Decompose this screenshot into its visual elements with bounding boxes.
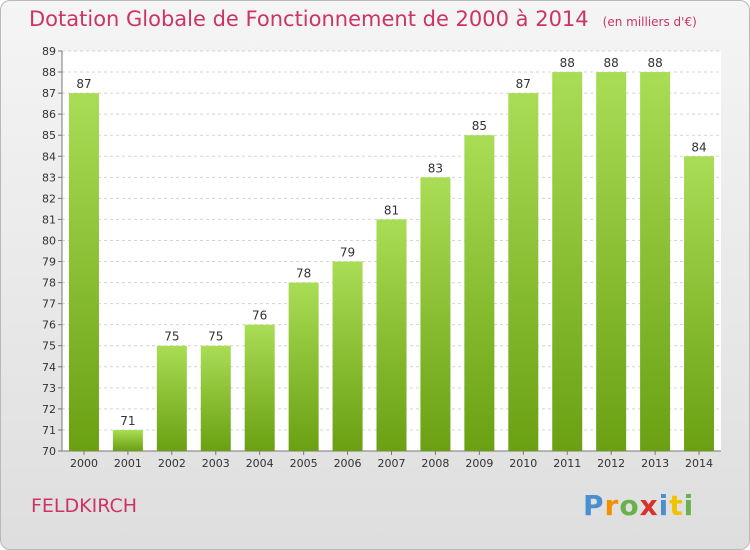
logo-letter: x (639, 489, 659, 522)
y-tick-label: 81 (42, 213, 56, 226)
proxiti-logo: Proxiti (583, 489, 694, 522)
y-tick-label: 84 (42, 150, 56, 163)
x-tick-label: 2009 (465, 457, 493, 470)
logo-letter: t (669, 489, 684, 522)
x-tick-label: 2012 (597, 457, 625, 470)
data-label: 84 (691, 140, 706, 154)
data-label: 79 (340, 246, 355, 260)
y-tick-label: 88 (42, 66, 56, 79)
y-tick-label: 74 (42, 361, 56, 374)
data-label: 81 (384, 203, 399, 217)
logo-letter: P (583, 489, 605, 522)
bar (464, 135, 495, 452)
x-tick-label: 2014 (685, 457, 713, 470)
bar (684, 156, 715, 451)
y-tick-label: 73 (42, 382, 56, 395)
logo-letter: o (619, 489, 640, 522)
x-tick-label: 2000 (70, 457, 98, 470)
chart-title: Dotation Globale de Fonctionnement de 20… (29, 7, 697, 31)
bar (112, 429, 143, 451)
y-tick-label: 79 (42, 256, 56, 269)
bar (508, 93, 539, 452)
bar (244, 324, 275, 451)
y-tick-label: 71 (42, 424, 56, 437)
x-tick-label: 2007 (378, 457, 406, 470)
data-label: 75 (208, 330, 223, 344)
bar (200, 345, 231, 451)
bar (156, 345, 187, 451)
y-tick-label: 83 (42, 171, 56, 184)
data-label: 87 (516, 77, 531, 91)
y-tick-label: 85 (42, 129, 56, 142)
data-label: 88 (647, 56, 662, 70)
data-label: 76 (252, 309, 267, 323)
y-tick-label: 87 (42, 87, 56, 100)
logo-letter: r (604, 489, 620, 522)
logo-letter: i (683, 489, 695, 522)
y-tick-label: 82 (42, 192, 56, 205)
bar (596, 72, 627, 451)
unit-note: (en milliers d'€) (602, 15, 697, 29)
data-label: 88 (604, 56, 619, 70)
y-tick-label: 86 (42, 108, 56, 121)
x-tick-label: 2013 (641, 457, 669, 470)
x-tick-label: 2002 (158, 457, 186, 470)
data-label: 88 (560, 56, 575, 70)
y-tick-label: 76 (42, 319, 56, 332)
bar (640, 72, 671, 451)
y-tick-label: 77 (42, 298, 56, 311)
y-tick-label: 72 (42, 403, 56, 416)
data-label: 78 (296, 267, 311, 281)
y-tick-label: 78 (42, 277, 56, 290)
bar (288, 282, 319, 451)
data-label: 75 (164, 330, 179, 344)
commune-name: FELDKIRCH (31, 495, 138, 517)
x-tick-label: 2010 (509, 457, 537, 470)
y-tick-label: 80 (42, 234, 56, 247)
x-tick-label: 2004 (246, 457, 274, 470)
x-tick-label: 2011 (553, 457, 581, 470)
bar (420, 177, 451, 451)
y-tick-label: 89 (42, 45, 56, 58)
bar (376, 219, 407, 451)
y-tick-label: 70 (42, 445, 56, 458)
data-label: 85 (472, 119, 487, 133)
x-tick-label: 2006 (334, 457, 362, 470)
bar (332, 261, 363, 451)
bar (68, 93, 99, 452)
bar (552, 72, 583, 451)
x-tick-label: 2001 (114, 457, 142, 470)
x-tick-label: 2005 (290, 457, 318, 470)
y-tick-label: 75 (42, 340, 56, 353)
data-label: 87 (76, 77, 91, 91)
title-text: Dotation Globale de Fonctionnement de 20… (29, 7, 589, 31)
x-tick-label: 2003 (202, 457, 230, 470)
data-label: 71 (120, 414, 135, 428)
x-tick-label: 2008 (421, 457, 449, 470)
data-label: 83 (428, 161, 443, 175)
logo-letter: i (658, 489, 670, 522)
